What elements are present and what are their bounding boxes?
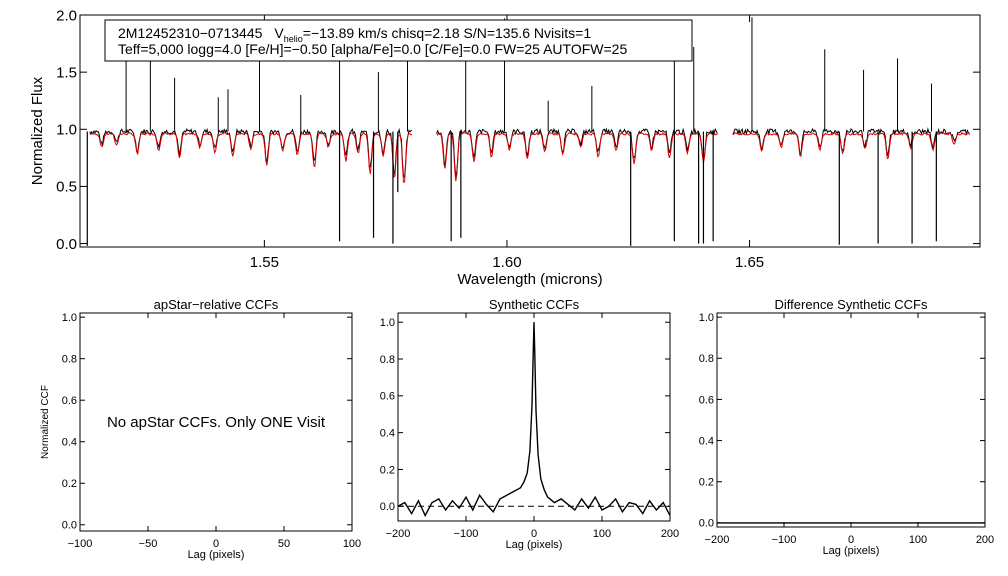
- apstar-x-tick-label: −100: [68, 538, 93, 550]
- spectrum-x-tick-label: 1.60: [492, 254, 521, 271]
- apstar-title: apStar−relative CCFs: [154, 297, 279, 312]
- spectrum-y-tick-label: 0.5: [56, 179, 77, 196]
- apstar-x-tick-label: −50: [139, 538, 158, 550]
- difference-y-tick-label: 1.0: [699, 312, 714, 324]
- spectrum-x-tick-label: 1.55: [250, 254, 279, 271]
- synthetic-title: Synthetic CCFs: [489, 297, 580, 312]
- spectrum-observed-chip-1: [89, 127, 413, 179]
- difference-x-tick-label: −200: [705, 534, 730, 546]
- difference-y-tick-label: 0.2: [699, 477, 714, 489]
- apstar-message: No apStar CCFs. Only ONE Visit: [107, 414, 326, 431]
- apstar-y-tick-label: 0.2: [62, 478, 77, 490]
- spectrum-x-axis-label: Wavelength (microns): [457, 271, 602, 288]
- synthetic-x-tick-label: 200: [661, 528, 679, 540]
- spectrum-observed-chip-3: [732, 127, 970, 157]
- synthetic-y-tick-label: 0.6: [380, 391, 395, 403]
- spectrum-y-tick-label: 0.0: [56, 236, 77, 253]
- synthetic-y-tick-label: 0.8: [380, 354, 395, 366]
- synthetic-x-tick-label: −100: [454, 528, 479, 540]
- spectrum-x-tick-label: 1.65: [735, 254, 764, 271]
- synthetic-x-tick-label: 100: [593, 528, 611, 540]
- synthetic-series-ccf: [397, 322, 671, 518]
- spectrum-y-axis-label: Normalized Flux: [29, 76, 46, 185]
- difference-y-tick-label: 0.0: [699, 518, 714, 530]
- synthetic-y-tick-label: 0.4: [380, 427, 395, 439]
- synthetic-x-tick-label: 0: [531, 528, 537, 540]
- synthetic-x-axis-label: Lag (pixels): [506, 539, 563, 551]
- synthetic-x-tick-label: −200: [386, 528, 411, 540]
- apstar-y-axis-label: Normalized CCF: [40, 385, 51, 459]
- annotation-line-2: Teff=5,000 logg=4.0 [Fe/H]=−0.50 [alpha/…: [118, 41, 627, 57]
- spectrum-y-tick-label: 2.0: [56, 7, 77, 24]
- difference-x-tick-label: 100: [909, 534, 927, 546]
- star-name: 2M12452310−0713445: [118, 25, 263, 41]
- synthetic-y-tick-label: 1.0: [380, 317, 395, 329]
- vhelio-stats: =−13.89 km/s chisq=2.18 S/N=135.6 Nvisit…: [303, 25, 592, 41]
- spectrum-y-tick-label: 1.0: [56, 122, 77, 139]
- apstar-y-tick-label: 0.0: [62, 520, 77, 532]
- difference-plot-frame: [716, 312, 986, 528]
- apstar-y-tick-label: 0.4: [62, 437, 77, 449]
- apstar-x-tick-label: 0: [213, 538, 219, 550]
- annotation-frame: [104, 19, 693, 62]
- difference-x-tick-label: 0: [848, 534, 854, 546]
- spectrum-synthetic-chip-2: [436, 131, 718, 182]
- synthetic-y-tick-label: 0.0: [380, 501, 395, 513]
- synthetic-y-tick-label: 0.2: [380, 464, 395, 476]
- apstar-y-tick-label: 1.0: [62, 312, 77, 324]
- vhelio-label: V: [274, 25, 284, 41]
- difference-x-axis-label: Lag (pixels): [823, 545, 880, 557]
- spectrum-synthetic-chip-1: [89, 131, 413, 184]
- spectrum-plot-frame: [79, 14, 981, 248]
- apstar-y-tick-label: 0.8: [62, 354, 77, 366]
- spectrum-synthetic-chip-3: [732, 131, 970, 160]
- apstar-x-tick-label: 100: [343, 538, 361, 550]
- vhelio-subscript: helio: [284, 34, 303, 44]
- annotation-line-1: 2M12452310−0713445 Vhelio=−13.89 km/s chi…: [118, 25, 591, 44]
- spectrum-y-tick-label: 1.5: [56, 64, 77, 81]
- difference-y-tick-label: 0.8: [699, 353, 714, 365]
- apstar-x-axis-label: Lag (pixels): [188, 549, 245, 561]
- spectrum-annotation-box: 2M12452310−0713445 Vhelio=−13.89 km/s chi…: [104, 19, 693, 62]
- apstar-y-tick-label: 0.6: [62, 395, 77, 407]
- difference-y-tick-label: 0.6: [699, 394, 714, 406]
- apstar-x-tick-label: 50: [278, 538, 290, 550]
- difference-title: Difference Synthetic CCFs: [775, 297, 928, 312]
- difference-x-tick-label: 200: [976, 534, 994, 546]
- difference-y-tick-label: 0.4: [699, 435, 714, 447]
- difference-x-tick-label: −100: [772, 534, 797, 546]
